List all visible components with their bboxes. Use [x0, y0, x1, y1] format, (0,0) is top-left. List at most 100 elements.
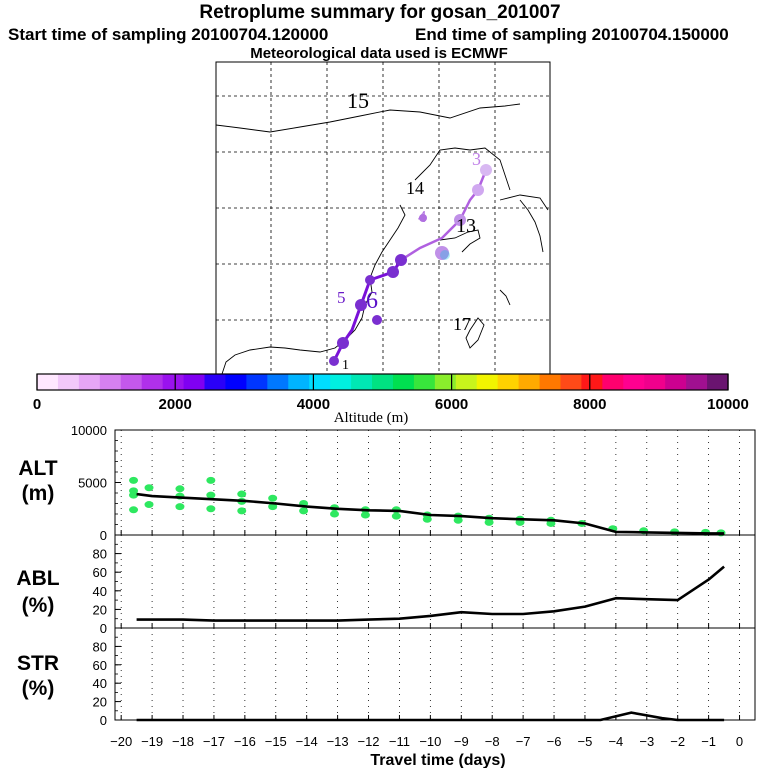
panel-frame — [114, 627, 756, 721]
panel-label: ABL — [16, 567, 59, 590]
colorbar-cell — [57, 374, 80, 390]
scatter-point — [422, 515, 432, 523]
start-time: Start time of sampling 20100704.120000 — [8, 25, 329, 44]
map-graticule — [216, 62, 550, 374]
colorbar-cell — [225, 374, 247, 390]
colorbar-cell — [392, 374, 415, 390]
scatter-point — [515, 518, 525, 526]
colorbar-ticks: 0 2000 4000 6000 8000 10000 — [33, 374, 749, 413]
colorbar-cell — [497, 374, 520, 390]
end-time: End time of sampling 20100704.150000 — [415, 25, 729, 44]
trajectory-point — [372, 315, 382, 325]
colorbar-cell — [686, 374, 708, 390]
y-tick-label: 0 — [100, 621, 107, 636]
panel-unit: (%) — [22, 594, 55, 617]
colorbar-cell — [413, 374, 436, 390]
scatter-point — [237, 490, 247, 498]
map-label: 4 — [418, 207, 427, 226]
scatter-point — [330, 510, 340, 518]
panel-label: STR — [17, 652, 59, 675]
colorbar-cell — [539, 374, 562, 390]
trajectory-point — [419, 214, 427, 222]
y-tick-label: 40 — [93, 584, 107, 599]
map-label: 6 — [366, 288, 378, 314]
series-line — [136, 565, 725, 622]
x-tick-label: −3 — [639, 734, 654, 749]
colorbar-cell — [518, 374, 541, 390]
colorbar-cells — [37, 374, 729, 390]
map-day-labels: 15 14 17 13 4 5 6 3 1 — [337, 88, 481, 373]
colorbar-cell — [476, 374, 499, 390]
x-tick-label: −5 — [578, 734, 593, 749]
colorbar-cell — [37, 374, 59, 390]
colorbar-cell — [120, 374, 143, 390]
altitude-colorbar: 0 2000 4000 6000 8000 10000 Altitude (m) — [33, 373, 749, 426]
colorbar-cell — [434, 374, 457, 390]
y-tick-label: 40 — [93, 676, 107, 691]
x-tick-label: −8 — [485, 734, 500, 749]
scatter-point — [144, 501, 154, 509]
chart-title: Retroplume summary for gosan_201007 — [199, 2, 561, 23]
trajectory-point — [440, 250, 450, 260]
scatter-point — [268, 494, 278, 502]
y-tick-label: 80 — [93, 547, 107, 562]
trajectory-point — [387, 266, 399, 278]
y-tick-label: 20 — [93, 695, 107, 710]
map-label: 13 — [456, 215, 476, 237]
scatter-point — [206, 505, 216, 513]
colorbar-cell — [288, 374, 310, 390]
scatter-point — [175, 485, 185, 493]
map-coastlines — [215, 103, 549, 375]
x-tick-label: −19 — [141, 734, 163, 749]
x-tick-label: −10 — [419, 734, 441, 749]
time-series-panels: 0 5000 10000 ALT(m) 0 20 40 60 80 ABL (%) 0 20 40 60 80… — [16, 423, 756, 768]
x-tick-label: −16 — [234, 734, 256, 749]
panel-str: 0 20 40 60 80 STR(%) — [17, 627, 756, 728]
y-tick-label: 60 — [93, 565, 107, 580]
map-label: 15 — [347, 88, 369, 113]
x-tick-label: −13 — [327, 734, 349, 749]
y-tick-label: 0 — [100, 713, 107, 728]
x-tick-label: −17 — [203, 734, 225, 749]
trajectory-point — [395, 254, 407, 266]
trajectory-point — [472, 184, 484, 196]
scatter-point — [129, 491, 139, 499]
colorbar-tick-label: 0 — [33, 396, 41, 413]
x-tick-label: −12 — [357, 734, 379, 749]
x-axis-label: Travel time (days) — [370, 752, 505, 768]
colorbar-cell — [162, 374, 185, 390]
scatter-point — [546, 519, 556, 527]
x-tick-label: −9 — [454, 734, 469, 749]
trajectory-point — [355, 299, 367, 311]
trajectory-point — [435, 246, 449, 260]
colorbar-tick-label: 2000 — [159, 396, 192, 413]
scatter-point — [144, 484, 154, 492]
panel-unit: (%) — [22, 677, 55, 700]
colorbar-cell — [665, 374, 687, 390]
map-label: 17 — [453, 314, 471, 334]
series-line — [136, 711, 725, 722]
x-tick-label: −4 — [608, 734, 623, 749]
x-tick-label: −14 — [296, 734, 318, 749]
map-label: 14 — [406, 178, 424, 198]
colorbar-cell — [99, 374, 122, 390]
colorbar-cell — [623, 374, 645, 390]
x-tick-label: −6 — [547, 734, 562, 749]
y-tick-label: 20 — [93, 602, 107, 617]
colorbar-cell — [309, 374, 331, 390]
scatter-point — [360, 511, 370, 519]
colorbar-tick-label: 6000 — [435, 396, 468, 413]
y-tick-label: 5000 — [78, 476, 107, 491]
trajectory-map: 15 14 17 13 4 5 6 3 1 — [215, 61, 551, 375]
panel-alt: 0 5000 10000 ALT(m) — [18, 423, 756, 543]
scatter-point — [129, 476, 139, 484]
y-tick-label: 10000 — [71, 423, 107, 438]
colorbar-cell — [204, 374, 227, 390]
x-tick-label: 0 — [736, 734, 743, 749]
map-label: 3 — [472, 149, 481, 169]
trajectory-point — [365, 275, 375, 285]
colorbar-cell — [330, 374, 352, 390]
scatter-point — [237, 507, 247, 515]
colorbar-cell — [644, 374, 666, 390]
